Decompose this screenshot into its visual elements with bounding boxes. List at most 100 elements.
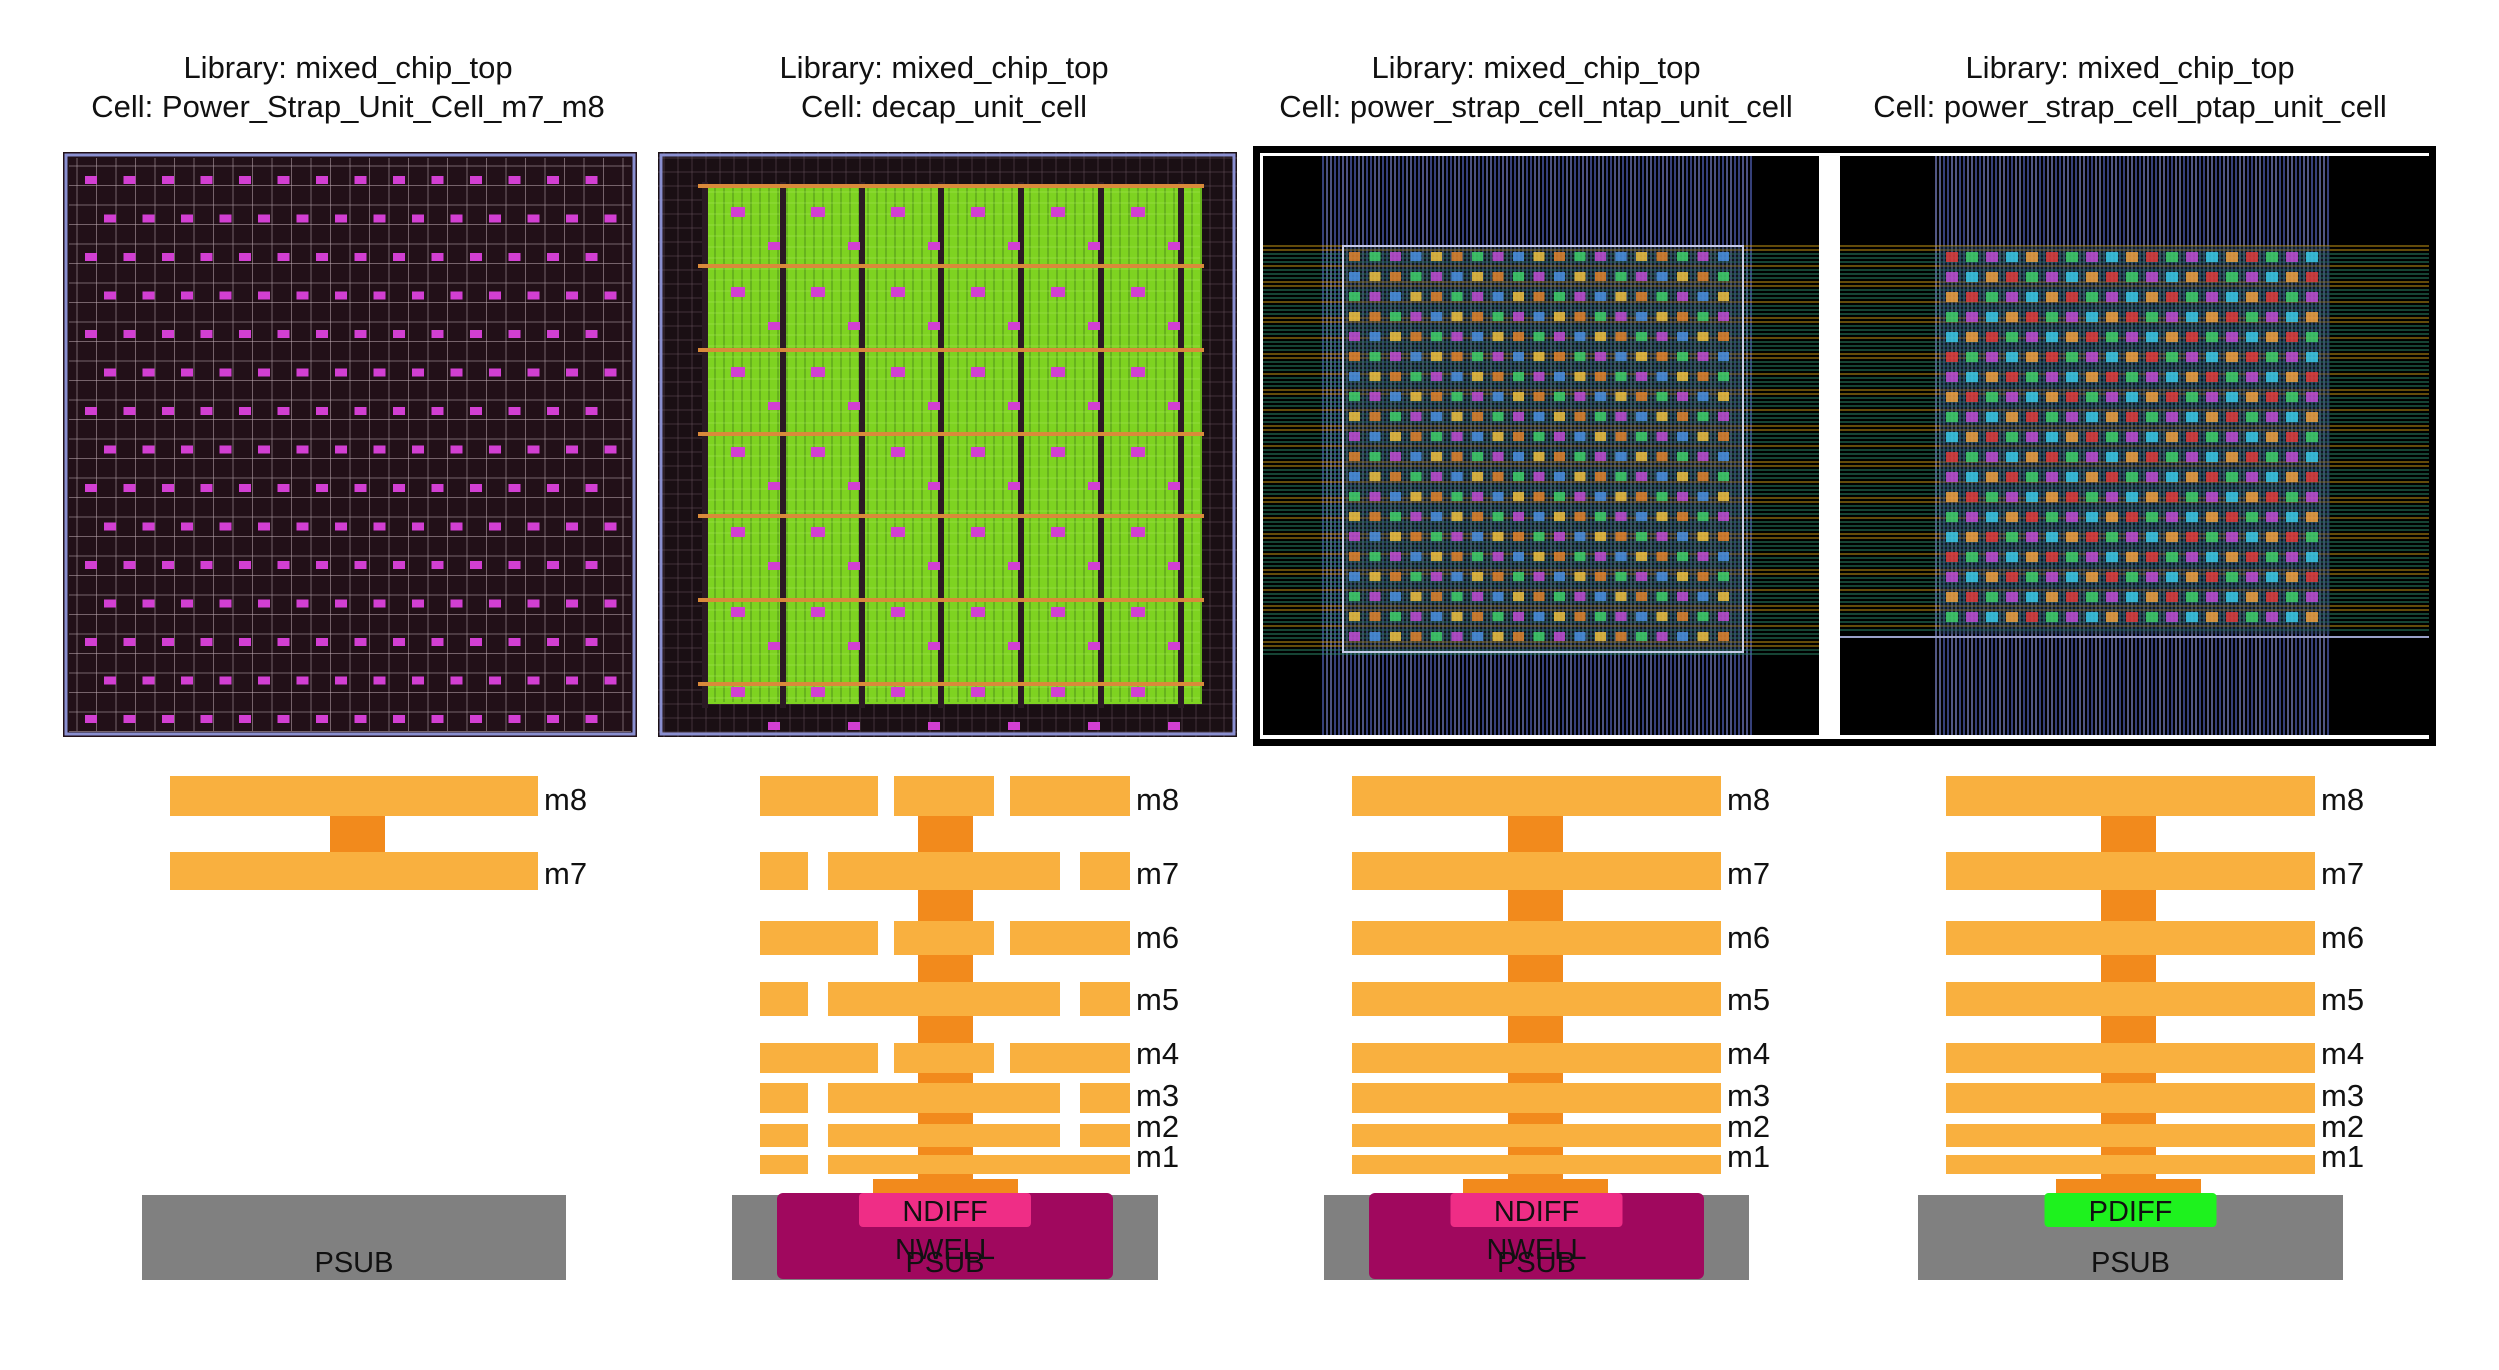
metal-label-m8: m8 xyxy=(1727,782,1770,817)
column-decap: Library: mixed_chip_top Cell: decap_unit… xyxy=(664,0,1224,1370)
metal-m2 xyxy=(1080,1124,1130,1147)
column-m7-m8: Library: mixed_chip_top Cell: Power_Stra… xyxy=(68,0,628,1370)
metal-m2 xyxy=(1946,1124,2315,1147)
metal-m4 xyxy=(1010,1043,1130,1073)
cell-boundary xyxy=(64,153,636,736)
metal-m5 xyxy=(1080,982,1130,1016)
metal-m7 xyxy=(1946,852,2315,890)
metal-m5 xyxy=(1352,982,1721,1016)
cell-label: Cell: decap_unit_cell xyxy=(800,89,1088,124)
diff-region xyxy=(859,1193,1031,1227)
psub-label: PSUB xyxy=(315,1247,394,1279)
metal-m6 xyxy=(760,921,878,955)
diff-label: NDIFF xyxy=(902,1196,987,1228)
metal-label-m8: m8 xyxy=(1136,782,1179,817)
metal-m6 xyxy=(894,921,994,955)
metal-label-m5: m5 xyxy=(1136,982,1179,1017)
highlight-frame xyxy=(1253,146,2436,746)
metal-m8 xyxy=(1946,776,2315,816)
metal-m3 xyxy=(1080,1083,1130,1113)
psub-region xyxy=(142,1195,566,1280)
metal-m4 xyxy=(760,1043,878,1073)
core-cells xyxy=(1946,252,2318,622)
diff-label: PDIFF xyxy=(2089,1196,2173,1228)
metal-m6 xyxy=(1352,921,1721,955)
library-label: Library: mixed_chip_top xyxy=(779,50,1109,85)
metal-m5 xyxy=(1946,982,2315,1016)
diff-region xyxy=(2044,1193,2217,1227)
via-array xyxy=(85,176,617,723)
metal-label-m6: m6 xyxy=(1727,920,1770,955)
metal-label-m2: m2 xyxy=(1727,1109,1770,1144)
metal-m7 xyxy=(1352,852,1721,890)
cell-label: Cell: Power_Strap_Unit_Cell_m7_m8 xyxy=(91,89,605,124)
metal-label-m1: m1 xyxy=(2321,1139,2364,1174)
metal-label-m8: m8 xyxy=(2321,782,2364,817)
metal-m4 xyxy=(1946,1043,2315,1073)
metal-m2 xyxy=(828,1124,1060,1147)
metal-m1 xyxy=(1946,1155,2315,1174)
metal-label-m1: m1 xyxy=(1136,1139,1179,1174)
metal-label-m8: m8 xyxy=(544,782,587,817)
metal-m7 xyxy=(1080,852,1130,890)
metal-label-m4: m4 xyxy=(1136,1036,1179,1071)
column-ptap: Library: mixed_chip_top Cell: power_stra… xyxy=(1850,0,2410,1370)
metal-m7 xyxy=(828,852,1060,890)
metal-label-m2: m2 xyxy=(2321,1109,2364,1144)
metal-m8 xyxy=(1010,776,1130,816)
layout-view-decap xyxy=(658,152,1237,737)
metal-label-m3: m3 xyxy=(2321,1078,2364,1113)
metal-label-m3: m3 xyxy=(1727,1078,1770,1113)
library-label: Library: mixed_chip_top xyxy=(1371,50,1701,85)
metal-m8 xyxy=(760,776,878,816)
via-array xyxy=(731,207,1180,730)
core-boundary xyxy=(1342,245,1744,653)
metal-m2 xyxy=(760,1124,808,1147)
metal-label-m5: m5 xyxy=(1727,982,1770,1017)
metal-m3 xyxy=(1352,1083,1721,1113)
metal-m7 xyxy=(760,852,808,890)
core-cells xyxy=(1349,252,1729,641)
metal-label-m6: m6 xyxy=(2321,920,2364,955)
layout-view-ntap xyxy=(1263,156,1819,735)
metal-grid xyxy=(69,158,631,732)
metal-m7 xyxy=(170,852,538,890)
diff-region xyxy=(1450,1193,1623,1227)
metal-m3 xyxy=(760,1083,808,1113)
metal-m8 xyxy=(170,776,538,816)
diff-label: NDIFF xyxy=(1494,1196,1579,1228)
metal-label-m5: m5 xyxy=(2321,982,2364,1017)
caption: Library: mixed_chip_top Cell: Power_Stra… xyxy=(68,48,628,126)
metal-m2 xyxy=(1352,1124,1721,1147)
metal-label-m7: m7 xyxy=(1727,856,1770,891)
caption: Library: mixed_chip_top Cell: power_stra… xyxy=(1850,48,2410,126)
cell-label: Cell: power_strap_cell_ntap_unit_cell xyxy=(1279,89,1793,124)
metal-label-m7: m7 xyxy=(544,856,587,891)
metal-label-m2: m2 xyxy=(1136,1109,1179,1144)
metal-m1 xyxy=(828,1155,1130,1174)
metal-m3 xyxy=(828,1083,1060,1113)
metal-m8 xyxy=(894,776,994,816)
nwell-label: NWELL xyxy=(895,1234,995,1266)
metal-m8 xyxy=(1352,776,1721,816)
metal-m6 xyxy=(1010,921,1130,955)
metal-m5 xyxy=(828,982,1060,1016)
caption: Library: mixed_chip_top Cell: power_stra… xyxy=(1256,48,1816,126)
metal-label-m3: m3 xyxy=(1136,1078,1179,1113)
psub-label: PSUB xyxy=(2091,1247,2170,1279)
metal-label-m4: m4 xyxy=(2321,1036,2364,1071)
metal-m3 xyxy=(1946,1083,2315,1113)
metal-label-m7: m7 xyxy=(1136,856,1179,891)
layout-view-m7-m8 xyxy=(63,152,637,737)
metal-label-m1: m1 xyxy=(1727,1139,1770,1174)
via xyxy=(330,816,385,858)
metal-label-m4: m4 xyxy=(1727,1036,1770,1071)
psub-label: PSUB xyxy=(1497,1247,1576,1279)
metal-m1 xyxy=(1352,1155,1721,1174)
metal-m5 xyxy=(760,982,808,1016)
library-label: Library: mixed_chip_top xyxy=(183,50,513,85)
metal-m4 xyxy=(1352,1043,1721,1073)
